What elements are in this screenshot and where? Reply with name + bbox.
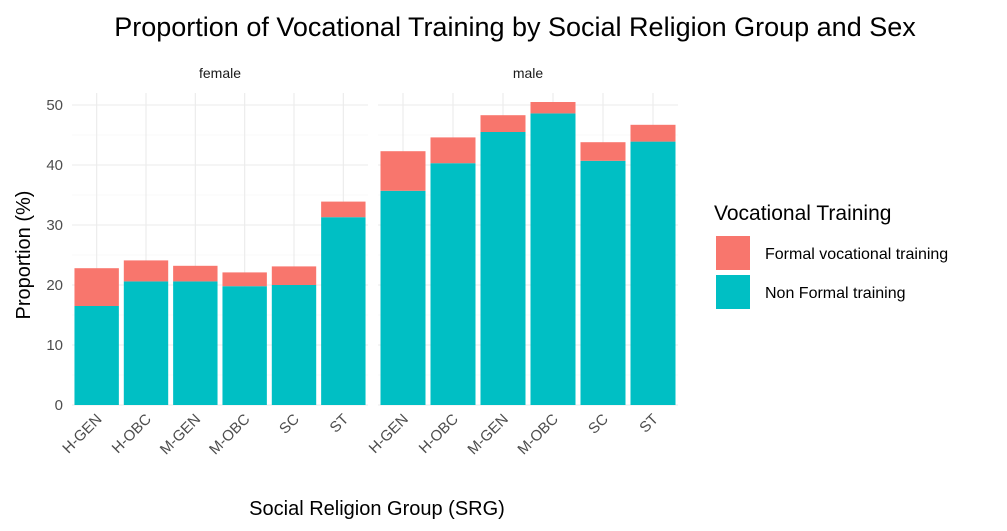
bar-female-M-OBC-formal	[222, 272, 267, 287]
x-tick-label: M-GEN	[464, 411, 511, 458]
legend-label: Non Formal training	[765, 285, 906, 302]
legend-swatch	[716, 236, 750, 270]
bar-male-H-OBC-non-formal	[430, 163, 476, 405]
bar-male-M-OBC-formal	[530, 102, 576, 114]
bar-male-H-GEN-formal	[380, 151, 426, 191]
y-axis-label: Proportion (%)	[13, 191, 35, 320]
facet-strip-label: male	[513, 65, 544, 81]
x-tick-label: ST	[636, 411, 662, 437]
x-tick-label: SC	[585, 411, 612, 438]
x-tick-label: H-OBC	[109, 411, 155, 457]
bar-male-M-GEN-non-formal	[480, 132, 526, 405]
y-tick-label: 10	[46, 337, 63, 354]
bar-female-M-OBC-non-formal	[222, 286, 267, 405]
legend: Vocational Training Formal vocational tr…	[714, 202, 948, 309]
bar-female-H-GEN-formal	[74, 268, 119, 306]
bar-male-M-GEN-formal	[480, 115, 526, 132]
bar-male-M-OBC-non-formal	[530, 113, 576, 406]
x-tick-label: M-OBC	[206, 411, 253, 458]
y-tick-label: 50	[46, 97, 63, 114]
bar-female-ST-non-formal	[321, 217, 366, 405]
bar-male-SC-formal	[580, 142, 626, 161]
legend-label: Formal vocational training	[765, 246, 948, 263]
bar-male-ST-formal	[630, 124, 676, 142]
bar-female-H-OBC-formal	[123, 260, 169, 282]
x-tick-label: M-GEN	[157, 411, 204, 458]
bar-male-SC-non-formal	[580, 160, 626, 405]
facet-panel-female: female H-GEN H-OBC M-GEN M-OBC SC ST	[59, 65, 368, 458]
legend-title: Vocational Training	[714, 202, 891, 225]
bar-female-H-GEN-non-formal	[74, 306, 119, 405]
x-tick-label: H-GEN	[59, 411, 105, 457]
bar-male-H-GEN-non-formal	[380, 190, 426, 405]
legend-item: Non Formal training	[716, 275, 906, 309]
x-tick-label: H-GEN	[366, 411, 412, 457]
y-tick-label: 20	[46, 277, 63, 294]
facet-strip-label: female	[199, 65, 241, 81]
bar-female-SC-formal	[271, 266, 317, 285]
x-tick-label: ST	[327, 411, 353, 437]
bar-male-ST-non-formal	[630, 141, 676, 405]
bar-female-SC-non-formal	[271, 285, 317, 405]
legend-swatch	[716, 275, 750, 309]
y-tick-label: 30	[46, 217, 63, 234]
bar-female-H-OBC-non-formal	[123, 281, 169, 405]
bar-female-ST-formal	[321, 201, 366, 218]
bar-female-M-GEN-formal	[173, 265, 218, 282]
y-tick-label: 0	[55, 397, 63, 414]
chart-title: Proportion of Vocational Training by Soc…	[114, 12, 916, 42]
legend-item: Formal vocational training	[716, 236, 948, 270]
x-tick-label: SC	[276, 411, 303, 438]
y-tick-label: 40	[46, 157, 63, 174]
x-tick-label: M-OBC	[514, 411, 561, 458]
bar-female-M-GEN-non-formal	[173, 281, 218, 405]
x-axis-label: Social Religion Group (SRG)	[249, 498, 505, 520]
facet-panel-male: male H-GEN H-OBC M-GEN M-OBC SC ST	[366, 65, 678, 458]
bar-male-H-OBC-formal	[430, 137, 476, 164]
x-tick-label: H-OBC	[416, 411, 462, 457]
